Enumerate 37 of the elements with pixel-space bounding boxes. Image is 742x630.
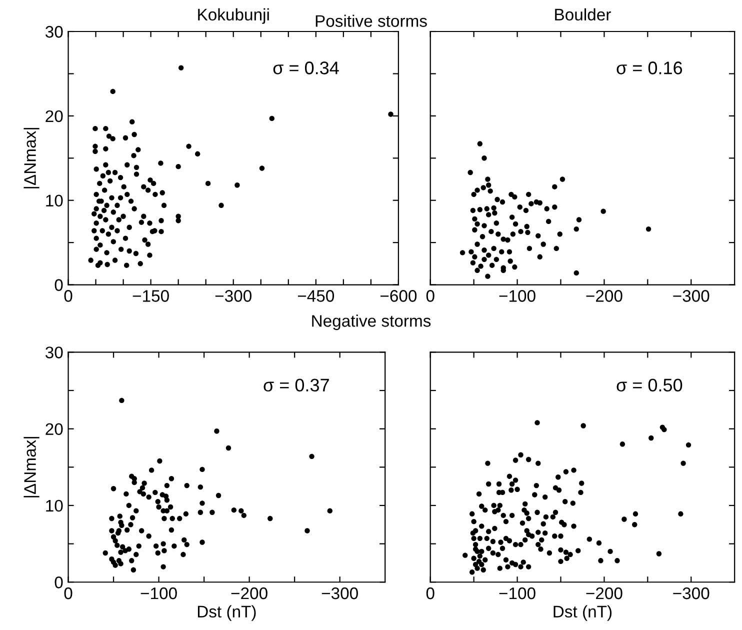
x-tick-label: −300 [673,290,710,302]
x-tick-label: 0 [64,290,72,302]
y-tick-label: 10 [46,194,63,207]
x-tick-label: −300 [673,587,710,600]
y-axis-title: |ΔNmax| [24,436,40,498]
x-tick-label: −150 [132,290,169,302]
x-axis-title: Dst (nT) [554,605,612,621]
y-tick-label: 30 [46,26,63,38]
annotation: σ = 0.34 [273,62,339,74]
x-tick-label: 0 [426,587,434,600]
x-tick-label: −300 [215,290,252,302]
y-tick-label: 30 [46,346,63,358]
chart-title: Kokubunji [198,8,269,24]
x-axis-title: Dst (nT) [198,605,256,621]
annotation: σ = 0.16 [616,62,682,74]
annotation: σ = 0.50 [616,378,682,392]
chart-subtitle: Positive storms [316,14,427,27]
x-tick-label: 0 [64,587,72,600]
x-tick-label: 0 [426,290,434,302]
x-tick-label: −100 [140,587,177,600]
x-tick-label: −200 [586,290,622,302]
x-tick-label: −600 [380,290,417,302]
x-tick-label: −200 [586,587,622,600]
x-tick-label: −450 [298,290,334,302]
x-tick-label: −300 [322,587,358,600]
chart-subtitle: Negative storms [312,314,431,330]
x-tick-label: −100 [499,290,536,302]
y-tick-label: 20 [46,110,63,122]
y-tick-label: 20 [46,423,63,436]
y-tick-label: 0 [54,279,63,291]
y-tick-label: 10 [46,500,63,512]
x-tick-label: −100 [499,587,536,600]
annotation: σ = 0.37 [264,378,329,392]
y-tick-label: 0 [54,576,63,588]
y-axis-title: |ΔNmax| [24,128,40,188]
x-tick-label: −200 [231,587,268,600]
chart-title: Boulder [555,8,611,21]
